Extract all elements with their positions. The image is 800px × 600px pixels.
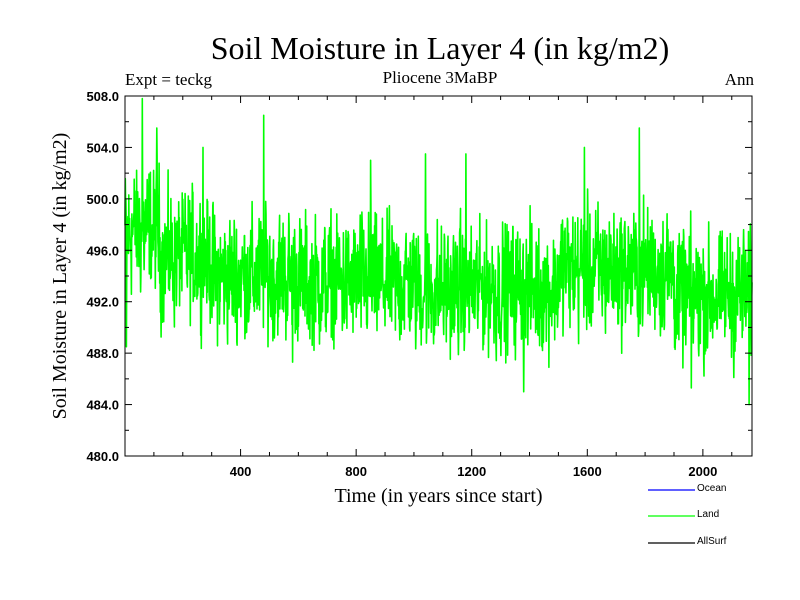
y-tick-label: 508.0 bbox=[86, 89, 119, 104]
legend bbox=[648, 489, 695, 544]
ticks-layer: 480.0 484.0 488.0 492.0 496.0 500.0 504.0 508.0… bbox=[86, 89, 752, 479]
y-tick-label: 484.0 bbox=[86, 398, 119, 413]
y-tick-label: 492.0 bbox=[86, 295, 119, 310]
legend-label-ocean: Ocean bbox=[697, 483, 727, 494]
x-tick-label: 400 bbox=[230, 464, 252, 479]
season-label: Ann bbox=[724, 70, 754, 89]
legend-label-land: Land bbox=[697, 509, 720, 520]
y-tick-label: 480.0 bbox=[86, 449, 119, 464]
x-tick-label: 2000 bbox=[688, 464, 717, 479]
x-tick-label: 1600 bbox=[573, 464, 602, 479]
y-axis-label: Soil Moisture in Layer 4 (in kg/m2) bbox=[49, 133, 71, 420]
x-axis-label: Time (in years since start) bbox=[334, 485, 542, 507]
series-line-land bbox=[124, 97, 753, 406]
chart-title: Soil Moisture in Layer 4 (in kg/m2) bbox=[210, 30, 670, 66]
experiment-label: Expt = teckg bbox=[125, 70, 213, 89]
period-label: Pliocene 3MaBP bbox=[382, 68, 498, 87]
y-tick-label: 504.0 bbox=[86, 140, 119, 155]
legend-label-allsurf: AllSurf bbox=[697, 536, 727, 547]
series-layer bbox=[124, 97, 753, 406]
y-tick-label: 500.0 bbox=[86, 192, 119, 207]
y-tick-label: 488.0 bbox=[86, 346, 119, 361]
y-tick-label: 496.0 bbox=[86, 243, 119, 258]
x-tick-label: 1200 bbox=[457, 464, 486, 479]
x-tick-label: 800 bbox=[345, 464, 367, 479]
